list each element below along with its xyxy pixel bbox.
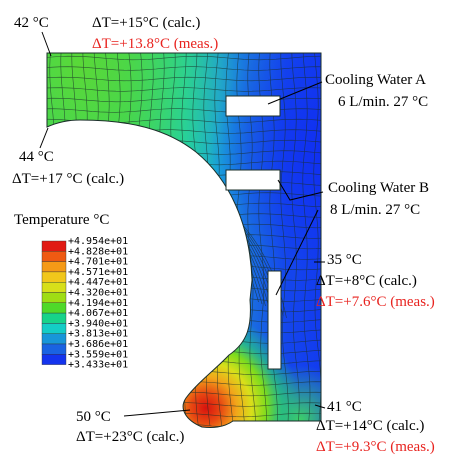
legend-values: +4.954e+01+4.828e+01+4.701e+01+4.571e+01… [68,236,128,371]
legend-value: +3.559e+01 [68,349,128,360]
legend-swatch [41,323,67,334]
label-cooling-b-spec: 8 L/min. 27 °C [330,202,420,218]
legend-swatch [41,251,67,262]
label-right-bottom-temp: 41 °C [327,399,362,415]
legend-swatch [41,282,67,293]
leader-cooling-a [267,81,323,105]
label-right-bottom-dt-meas: ΔT=+9.3°C (meas.) [316,439,435,455]
legend-value: +4.701e+01 [68,257,128,268]
legend-value: +4.194e+01 [68,298,128,309]
legend-swatches [41,240,67,365]
legend-swatch [41,312,67,324]
label-right-mid-dt-calc: ΔT=+8°C (calc.) [316,273,417,289]
legend-value: +4.828e+01 [68,246,128,257]
cooling-channel-a [225,95,281,117]
leader-left [39,127,49,149]
mesh-line [291,53,300,427]
label-cooling-a-spec: 6 L/min. 27 °C [338,94,428,110]
legend-swatch [41,261,67,273]
label-right-mid-temp: 35 °C [327,252,362,268]
legend-value: +4.954e+01 [68,236,128,247]
legend-value: +4.320e+01 [68,288,128,299]
label-top-dt-meas: ΔT=+13.8°C (meas.) [92,36,218,52]
mesh-line [47,66,321,71]
leader-top-left [41,31,52,57]
legend-value: +4.067e+01 [68,308,128,319]
label-right-bottom-dt-calc: ΔT=+14°C (calc.) [316,418,424,434]
label-cooling-b-title: Cooling Water B [328,180,429,196]
legend-swatch [41,240,67,252]
legend-value: +3.433e+01 [68,360,128,371]
legend-value: +3.686e+01 [68,339,128,350]
legend-swatch [41,354,67,365]
label-bottom-dt-calc: ΔT=+23°C (calc.) [76,429,184,445]
label-cooling-a-title: Cooling Water A [325,72,426,88]
legend-value: +4.447e+01 [68,277,128,288]
mesh-line [47,55,321,61]
leader-cooling-b [277,179,324,201]
leader-bottom [123,409,191,417]
label-top-dt-calc: ΔT=+15°C (calc.) [92,15,200,31]
legend-value: +4.571e+01 [68,267,128,278]
label-left-dt-calc: ΔT=+17 °C (calc.) [12,171,124,187]
label-top-left-temp: 42 °C [14,15,49,31]
legend-value: +3.813e+01 [68,329,128,340]
leader-cooling-b-lower [275,209,319,296]
legend-swatch [41,271,67,283]
cooling-channel-b [225,169,281,191]
legend-swatch [41,302,67,314]
legend-title: Temperature °C [14,212,109,228]
temperature-legend: Temperature °C +4.954e+01+4.828e+01+4.70… [14,212,128,371]
label-bottom-temp: 50 °C [76,409,111,425]
leader-right-bottom [314,404,326,409]
label-right-mid-dt-meas: ΔT=+7.6°C (meas.) [316,294,435,310]
cooling-channel-vertical [267,270,282,370]
legend-swatch [41,292,67,304]
part-outline [46,52,322,428]
legend-swatch [41,333,67,345]
legend-swatch [41,343,67,355]
label-left-temp: 44 °C [19,149,54,165]
mesh-line [47,87,321,92]
legend-value: +3.940e+01 [68,318,128,329]
mesh-line [47,76,321,82]
